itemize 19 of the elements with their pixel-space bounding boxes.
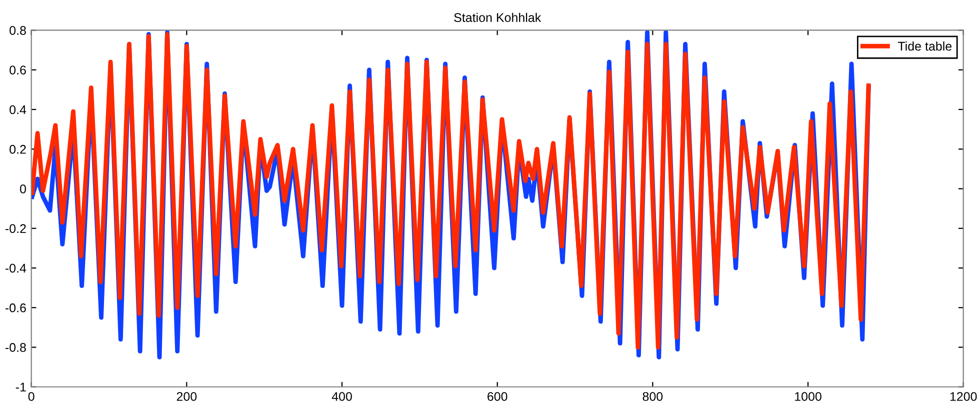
x-tick-label: 800 bbox=[642, 392, 663, 401]
y-tick-label: -0.4 bbox=[5, 264, 26, 273]
legend-label: Tide table bbox=[898, 41, 952, 51]
y-tick-label: 0.8 bbox=[10, 26, 26, 35]
y-tick-label: -0.2 bbox=[5, 224, 26, 234]
x-tick-label: 1200 bbox=[950, 392, 977, 401]
y-tick-label: -0.8 bbox=[5, 343, 26, 352]
x-tick-label: 200 bbox=[176, 392, 197, 401]
y-tick-label: -1 bbox=[16, 382, 26, 392]
chart-title: Station Kohhlak bbox=[454, 12, 542, 22]
y-tick-label: -0.6 bbox=[5, 303, 26, 312]
x-tick-label: 1000 bbox=[795, 392, 822, 401]
y-tick-label: 0.4 bbox=[10, 105, 26, 114]
x-tick-label: 0 bbox=[28, 392, 34, 401]
x-tick-label: 400 bbox=[332, 392, 352, 401]
y-tick-label: 0 bbox=[20, 184, 26, 194]
y-tick-label: 0.6 bbox=[10, 66, 26, 75]
y-tick-label: 0.2 bbox=[10, 144, 26, 154]
x-tick-label: 600 bbox=[488, 392, 508, 401]
